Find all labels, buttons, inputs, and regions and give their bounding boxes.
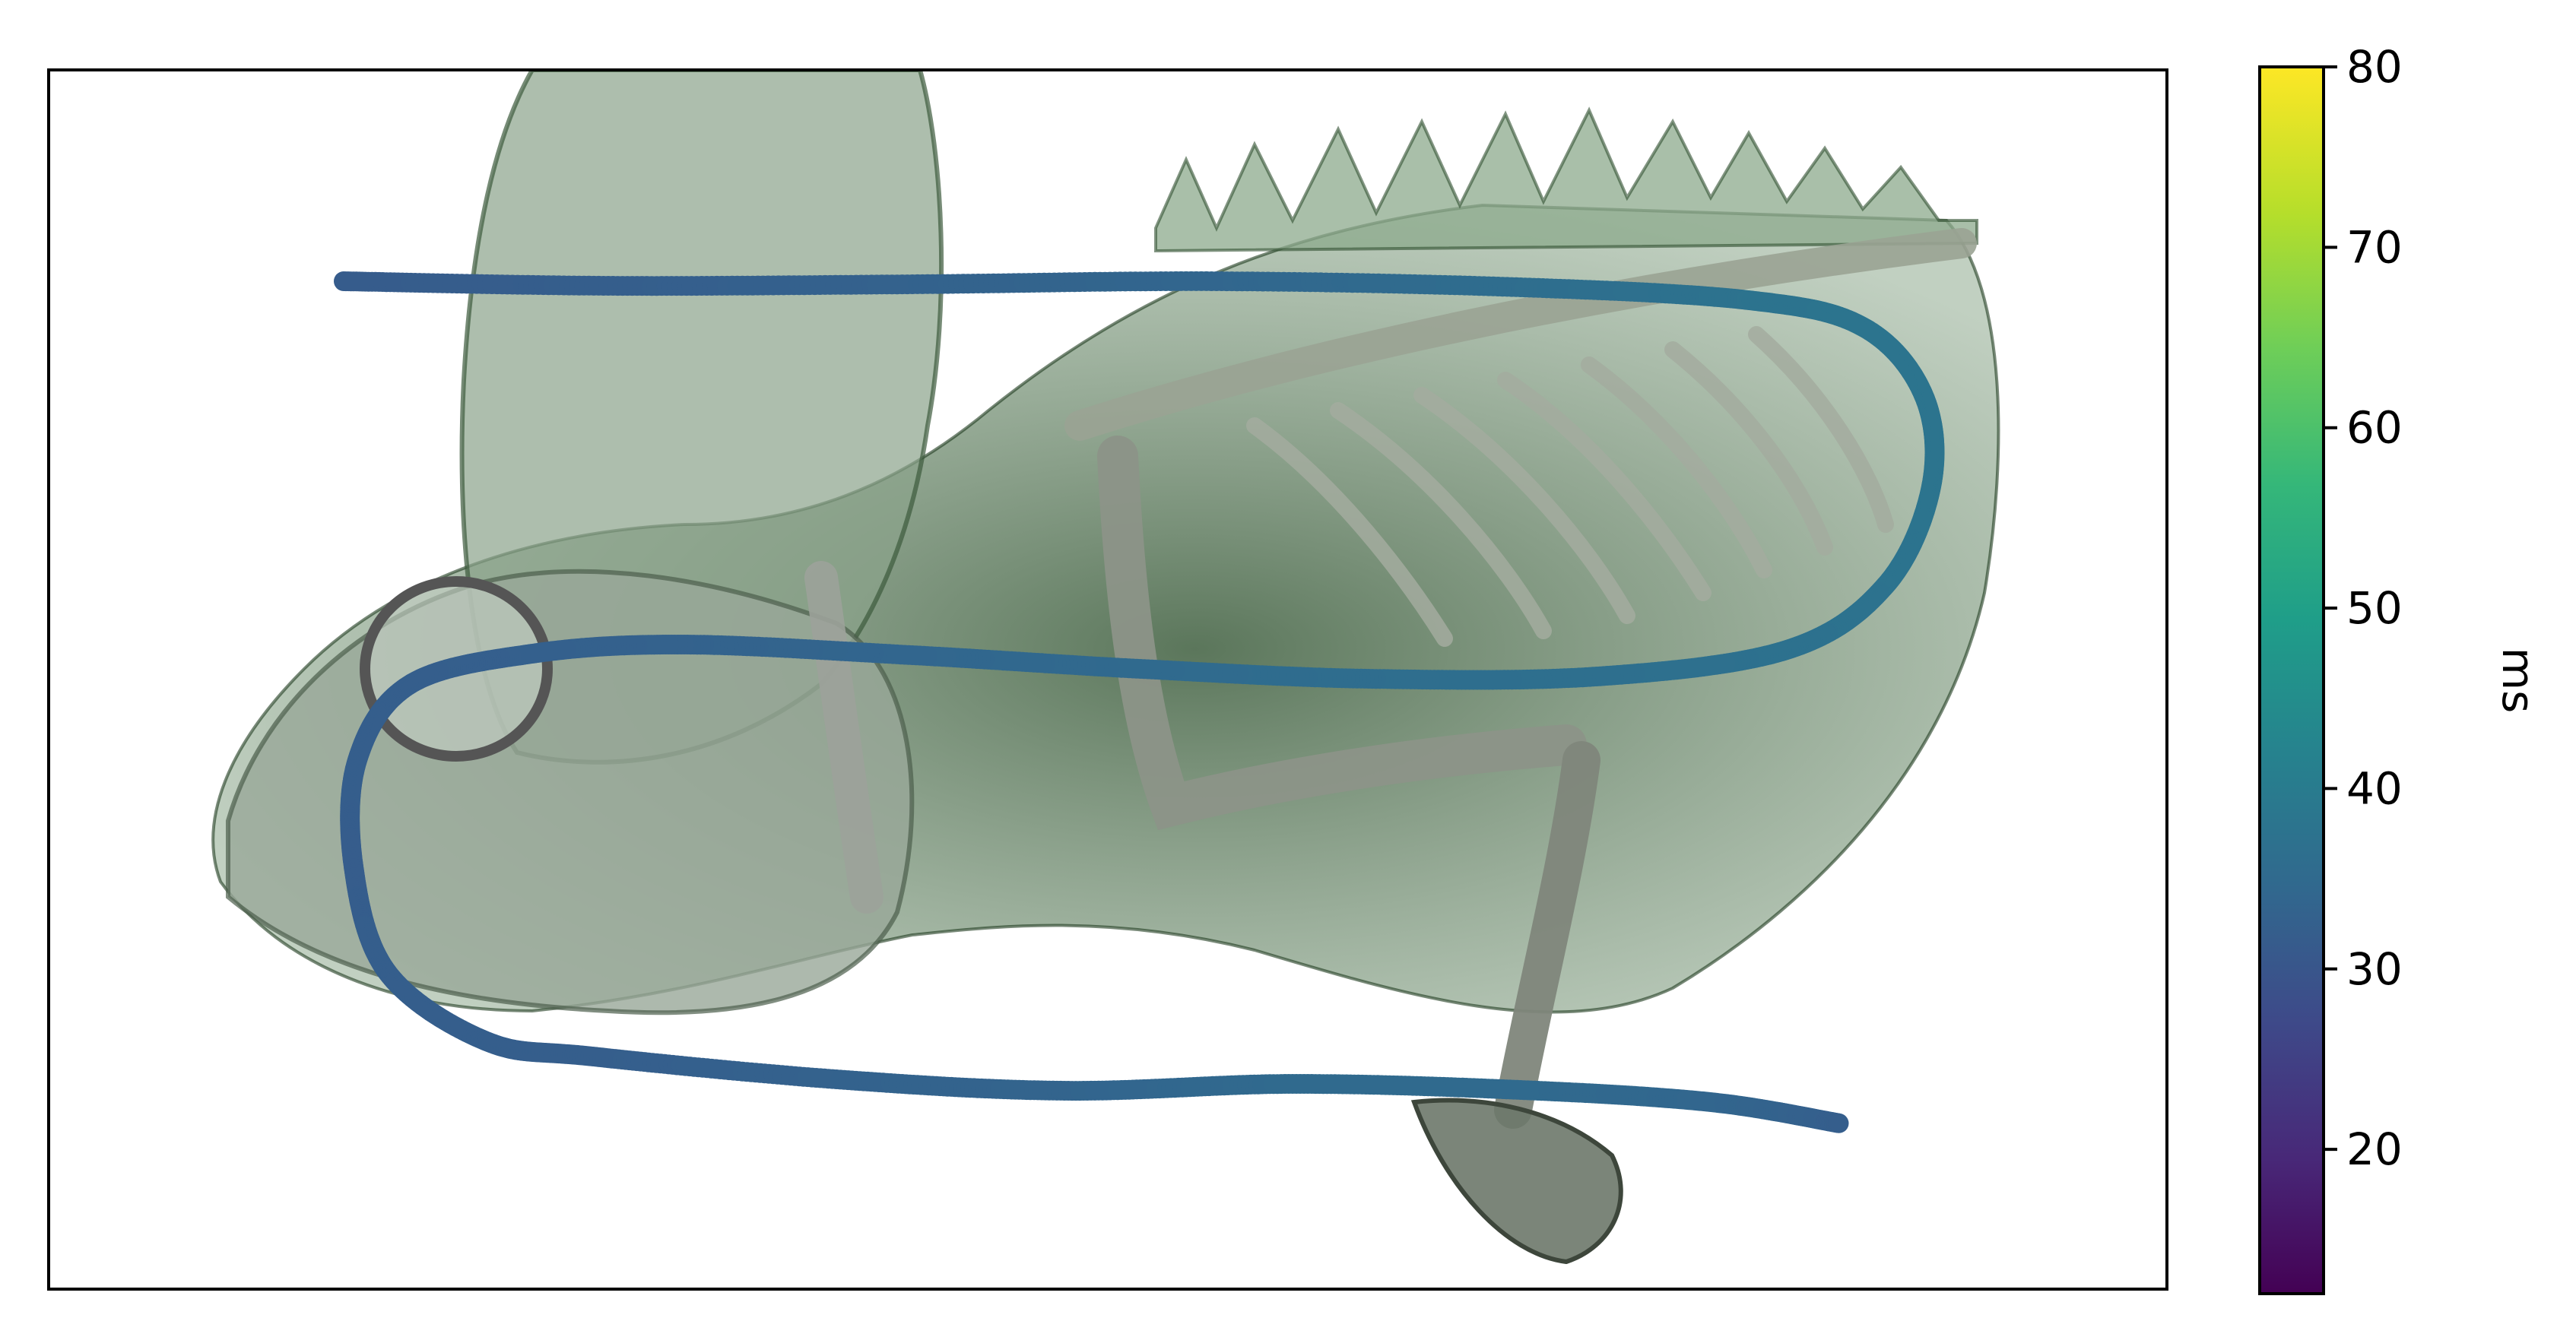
ribs: [1246, 326, 1894, 647]
colorbar: 20 30 40 50 60 70 80 ms: [2258, 41, 2544, 1295]
foot: [1410, 1098, 1623, 1265]
colorbar-tick-label: 20: [2346, 1123, 2403, 1175]
colorbar-tick-label: 60: [2346, 402, 2403, 454]
colorbar-tick-label: 50: [2346, 582, 2403, 634]
shoulder-girdle: [804, 561, 884, 914]
colorbar-tick-label: 30: [2346, 943, 2403, 995]
main-axes: [47, 68, 2168, 1291]
front-limb: [1097, 436, 1587, 831]
colorbar-tick-label: 80: [2346, 41, 2403, 93]
lizard-skeleton-image: [211, 70, 2000, 1265]
dorsal-crest: [1154, 106, 1978, 253]
colorbar-label: ms: [2492, 648, 2544, 714]
front-leg: [1494, 741, 1600, 1129]
spine: [1064, 228, 1977, 441]
colorbar-ticks: 20 30 40 50 60 70 80: [2324, 41, 2403, 1175]
axes-frame: [47, 68, 2168, 1291]
colorbar-tick-label: 70: [2346, 221, 2403, 273]
colorbar-frame: [2258, 65, 2325, 1295]
scatter-trace: [334, 271, 1945, 1133]
trace-point: [1829, 1113, 1849, 1133]
colorbar-tick-label: 40: [2346, 762, 2403, 814]
colorbar-gradient: [2260, 67, 2324, 1294]
